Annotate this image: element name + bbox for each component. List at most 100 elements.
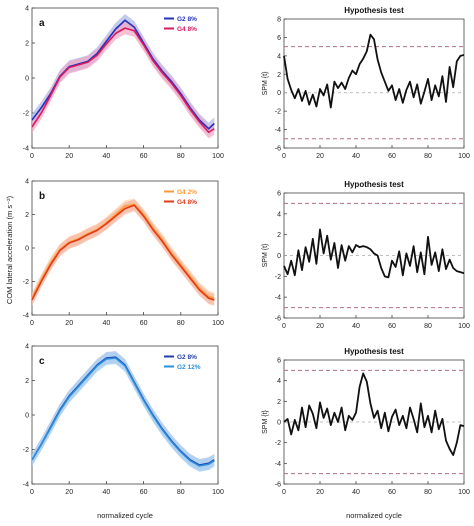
panel-c-spm: 0 20 40 60 80 100 -6 -4 -2 0 2 4 6 Hypothesis test SPM… (262, 347, 470, 496)
legend-label: G4 2% (177, 189, 197, 196)
y-tick-label: 2 (277, 72, 281, 79)
plot-frame (283, 18, 465, 149)
x-tick-label: 0 (282, 323, 286, 330)
x-tick-label: 100 (458, 153, 470, 160)
y-tick-label: 4 (25, 344, 29, 351)
y-tick-label: -4 (23, 146, 29, 153)
spm-ylabel: SPM {t} (262, 409, 269, 433)
y-tick-label: -4 (275, 127, 281, 134)
x-tick-label: 80 (424, 489, 432, 496)
x-tick-label: 80 (177, 153, 185, 160)
x-tick-label: 0 (30, 489, 34, 496)
x-tick-label: 60 (388, 323, 396, 330)
panel-a: 0 20 40 60 80 100 -4 -2 0 2 4 a G2 8% G4 8% (23, 6, 224, 161)
x-tick-label: 20 (65, 489, 73, 496)
spm-title: Hypothesis test (344, 180, 404, 189)
y-tick-label: 4 (277, 211, 281, 218)
series-band-1 (32, 352, 215, 472)
y-tick-label: 6 (277, 358, 281, 365)
spm-curve (283, 228, 465, 279)
y-tick-label: -2 (275, 274, 281, 281)
x-axis-label-spm: normalized cycle (346, 511, 402, 520)
y-tick-label: -6 (275, 316, 281, 323)
y-tick-label: 0 (25, 76, 29, 83)
spm-curve (283, 33, 465, 109)
x-tick-label: 100 (458, 323, 470, 330)
x-tick-label: 20 (65, 320, 73, 327)
x-tick-label: 40 (352, 323, 360, 330)
y-tick-label: -2 (23, 279, 29, 286)
panel-a-spm: 0 20 40 60 80 100 -6 -4 -2 0 2 4 6 8 Hypothesis test SP… (262, 6, 470, 160)
x-tick-label: 0 (30, 153, 34, 160)
legend-label: G2 12% (177, 364, 201, 371)
x-tick-label: 100 (212, 320, 224, 327)
x-tick-label: 60 (140, 320, 148, 327)
y-tick-label: 2 (25, 41, 29, 48)
x-tick-label: 60 (140, 153, 148, 160)
y-tick-label: 0 (277, 90, 281, 97)
x-tick-label: 60 (388, 153, 396, 160)
y-tick-label: 2 (277, 232, 281, 239)
x-tick-label: 20 (316, 489, 324, 496)
x-tick-label: 0 (282, 153, 286, 160)
x-axis-label: normalized cycle (97, 511, 153, 520)
spm-title: Hypothesis test (344, 6, 404, 15)
y-tick-label: 0 (277, 420, 281, 427)
y-tick-label: 2 (277, 399, 281, 406)
series-line-1 (31, 27, 215, 134)
x-tick-label: 0 (282, 489, 286, 496)
y-tick-label: 0 (25, 413, 29, 420)
x-tick-label: 40 (103, 320, 111, 327)
x-tick-label: 0 (30, 320, 34, 327)
y-tick-label: 2 (25, 378, 29, 385)
y-tick-label: 0 (277, 253, 281, 260)
spm-curve (283, 372, 465, 456)
y-tick-label: 8 (277, 17, 281, 24)
series-line-1 (31, 204, 215, 301)
x-tick-label: 80 (424, 153, 432, 160)
spm-ylabel: SPM {t} (262, 71, 269, 95)
panel-c: 0 20 40 60 80 100 -4 -2 0 2 4 c G2 8% G2 12% (23, 344, 224, 497)
y-tick-label: -2 (23, 111, 29, 118)
legend-label: G4 8% (177, 26, 197, 33)
y-tick-label: 6 (277, 191, 281, 198)
y-tick-label: 6 (277, 35, 281, 42)
x-tick-label: 80 (177, 489, 185, 496)
x-tick-label: 20 (316, 153, 324, 160)
y-tick-label: 0 (25, 246, 29, 253)
panel-letter: a (39, 18, 45, 29)
y-tick-label: -2 (275, 440, 281, 447)
y-tick-label: 4 (277, 378, 281, 385)
y-tick-label: 4 (25, 6, 29, 13)
series-line-1 (31, 357, 215, 467)
y-tick-label: -2 (275, 109, 281, 116)
legend-label: G2 8% (177, 16, 197, 23)
x-tick-label: 60 (140, 489, 148, 496)
spm-ylabel: SPM {t} (262, 243, 269, 267)
x-tick-label: 60 (388, 489, 396, 496)
spm-title: Hypothesis test (344, 347, 404, 356)
y-tick-label: -4 (23, 313, 29, 320)
x-tick-label: 40 (352, 489, 360, 496)
x-tick-label: 40 (103, 153, 111, 160)
y-axis-label: COM lateral acceleration (m s⁻²) (5, 195, 14, 304)
y-tick-label: -2 (23, 447, 29, 454)
x-tick-label: 40 (352, 153, 360, 160)
y-tick-label: -4 (275, 461, 281, 468)
x-tick-label: 80 (424, 323, 432, 330)
x-tick-label: 100 (212, 153, 224, 160)
legend-label: G4 8% (177, 199, 197, 206)
y-tick-label: 4 (25, 179, 29, 186)
panel-b-spm: 0 20 40 60 80 100 -6 -4 -2 0 2 4 6 Hypothesis test SPM… (262, 180, 470, 330)
y-tick-label: 2 (25, 212, 29, 219)
x-tick-label: 80 (177, 320, 185, 327)
x-tick-label: 100 (212, 489, 224, 496)
series-band-1 (32, 22, 215, 139)
y-tick-label: -4 (23, 482, 29, 489)
legend-label: G2 8% (177, 354, 197, 361)
panel-letter: b (39, 191, 45, 202)
x-tick-label: 40 (103, 489, 111, 496)
panel-b: 0 20 40 60 80 100 -4 -2 0 2 4 b G4 2% G4 8% (23, 179, 224, 328)
panel-letter: c (39, 356, 45, 367)
x-tick-label: 20 (316, 323, 324, 330)
